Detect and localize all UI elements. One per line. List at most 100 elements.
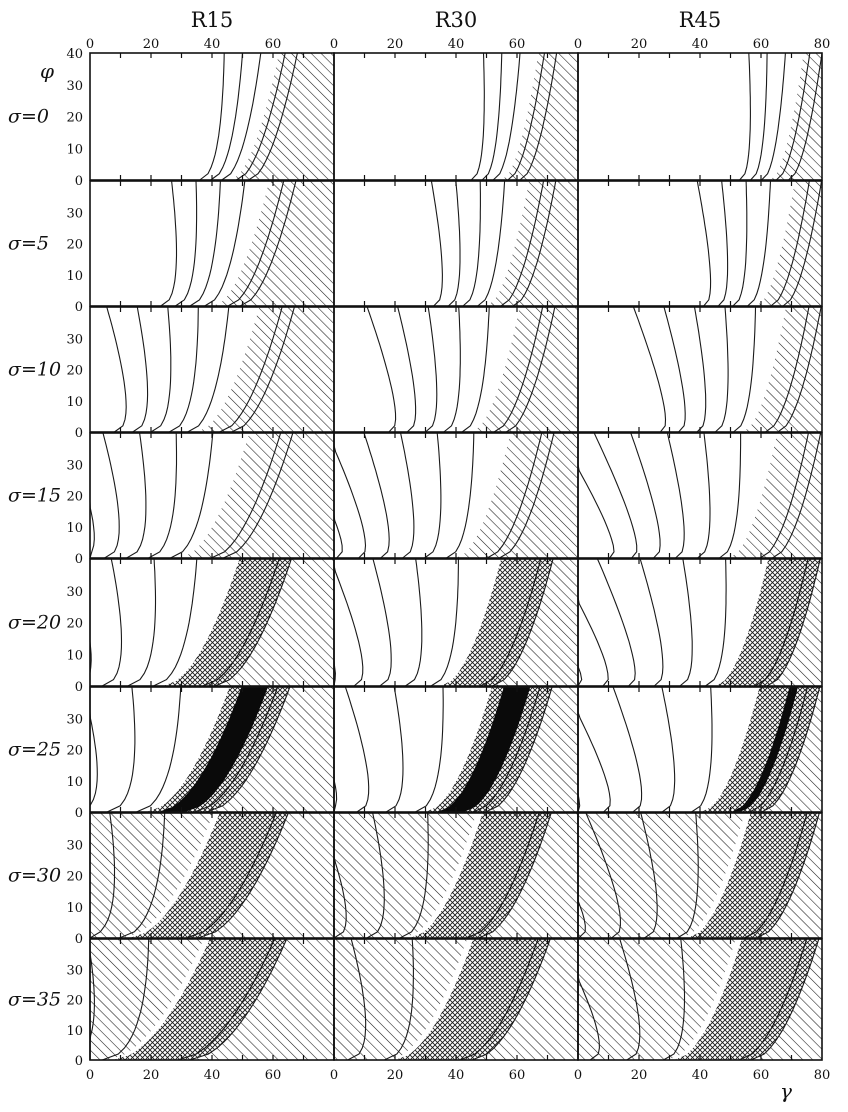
contour-line [153, 558, 198, 687]
contour-line [782, 180, 823, 307]
ridge-band [112, 939, 287, 1060]
contour-line [661, 686, 676, 813]
contour-line [169, 306, 199, 433]
contour-line [102, 432, 120, 559]
bottom-x-tick-label: 80 [814, 1068, 831, 1083]
bottom-x-tick-label: 60 [509, 1068, 526, 1083]
top-x-tick-label: 0 [330, 37, 338, 52]
hatched-region [756, 813, 822, 938]
ridge-line [507, 52, 546, 181]
contour-line [214, 558, 292, 687]
contour-line [204, 180, 246, 307]
row-label: σ=25 [8, 739, 61, 761]
hatched-region [206, 687, 334, 812]
hatched-region [506, 307, 578, 432]
ridge-band [163, 559, 292, 686]
contour-line [221, 52, 262, 181]
contour-line [639, 558, 664, 687]
y-tick-label: 30 [66, 963, 83, 978]
region-fills [90, 53, 822, 1060]
hatched-region [248, 53, 334, 180]
contour-line [697, 432, 711, 559]
contour-line [399, 812, 429, 939]
hatched-region [520, 53, 578, 180]
y-tick-label: 10 [66, 901, 83, 916]
hatched-region-left [90, 939, 204, 1060]
contour-line [344, 686, 370, 813]
contour-line [363, 432, 390, 559]
contour-line [248, 52, 298, 181]
contour-line [714, 306, 729, 433]
ridge-line [770, 180, 810, 307]
contour-line [231, 306, 295, 433]
hatched-region-left [578, 939, 736, 1060]
hatched-region [777, 307, 822, 432]
contour-line [477, 180, 506, 307]
hatched-region [767, 559, 822, 686]
contour-line [593, 432, 638, 559]
y-tick-label: 10 [66, 775, 83, 790]
contour-line [478, 812, 552, 939]
y-tick-label: 30 [66, 79, 83, 94]
top-x-tick-label: 80 [814, 37, 831, 52]
contour-line [400, 432, 415, 559]
y-tick-label: 30 [66, 332, 83, 347]
column-title: R15 [191, 8, 234, 32]
ridge-band [756, 181, 822, 306]
contour-line [223, 432, 294, 559]
row-label: σ=5 [8, 233, 49, 255]
contour-line [102, 938, 150, 1061]
ridge-line [493, 306, 544, 433]
y-tick-label: 10 [66, 648, 83, 663]
contour-line [210, 52, 244, 181]
hatched-region [788, 53, 822, 180]
contour-line [705, 558, 727, 687]
hatched-region [499, 433, 578, 558]
hatched-region [485, 687, 578, 812]
ridge-band [486, 181, 556, 306]
ridge-band [501, 53, 557, 180]
ridge-band [687, 813, 820, 938]
bottom-x-tick-label: 20 [387, 1068, 404, 1083]
contour-line [492, 52, 521, 181]
contour-line [430, 180, 443, 307]
contour-line [766, 558, 821, 687]
y-tick-label: 0 [75, 552, 83, 567]
y-tick-label: 20 [66, 364, 83, 379]
ridge-line [210, 432, 282, 559]
hatched-region [761, 687, 822, 812]
ridge-band [715, 559, 821, 686]
contour-line [747, 180, 772, 307]
contour-line [630, 432, 661, 559]
ridge-band [230, 53, 298, 180]
hatched-region [223, 433, 334, 558]
contour-line [471, 938, 551, 1061]
hatched-region-left [334, 813, 477, 938]
x-axis-label: γ [780, 1079, 792, 1103]
bottom-x-tick-label: 0 [330, 1068, 338, 1083]
y-tick-label: 30 [66, 206, 83, 221]
y-tick-label: 30 [66, 458, 83, 473]
contour-line [150, 306, 172, 433]
contour-line [187, 306, 230, 433]
hatched-region [189, 939, 334, 1060]
ridge-line [749, 686, 809, 813]
contour-line [198, 812, 289, 939]
contour-line [777, 306, 822, 433]
ridge-band [440, 559, 553, 686]
ridge-band [410, 813, 552, 938]
contour-line [189, 938, 288, 1061]
y-tick-label: 0 [75, 174, 83, 189]
hatched-region-left [90, 813, 214, 938]
contour-line [424, 432, 442, 559]
y-tick-label: 0 [75, 806, 83, 821]
y-tick-label: 20 [66, 870, 83, 885]
bottom-x-tick-label: 60 [265, 1068, 282, 1083]
contour-line [677, 812, 699, 939]
y-tick-label: 10 [66, 1024, 83, 1039]
y-tick-label: 20 [66, 238, 83, 253]
ridge-band [196, 307, 295, 432]
contour-line [761, 52, 786, 181]
contour-line [693, 306, 707, 433]
hatched-region [198, 813, 334, 938]
